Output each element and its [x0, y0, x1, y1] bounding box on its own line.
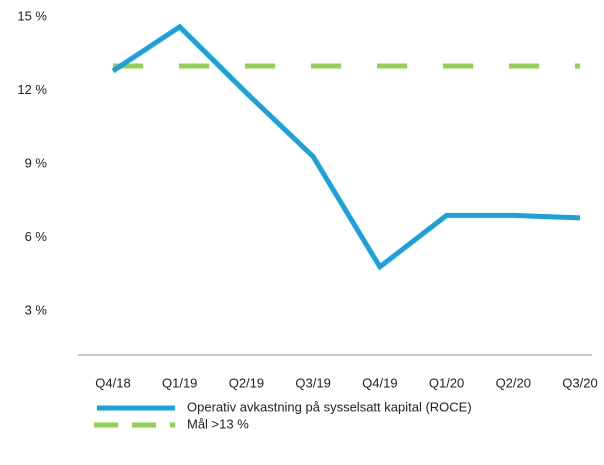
- x-tick-label: Q3/19: [295, 375, 330, 390]
- x-tick-label: Q4/18: [95, 375, 130, 390]
- x-tick-label: Q3/20: [562, 375, 597, 390]
- series-line: [111, 23, 581, 271]
- x-tick-label: Q4/19: [362, 375, 397, 390]
- x-tick-label: Q2/19: [229, 375, 264, 390]
- y-tick-label: 15 %: [17, 8, 47, 23]
- x-tick-label: Q1/19: [162, 375, 197, 390]
- legend-label: Mål >13 %: [187, 416, 249, 431]
- x-tick-label: Q2/20: [496, 375, 531, 390]
- y-tick-label: 12 %: [17, 82, 47, 97]
- y-tick-label: 9 %: [25, 155, 48, 170]
- y-tick-label: 6 %: [25, 229, 48, 244]
- y-tick-label: 3 %: [25, 302, 48, 317]
- x-tick-label: Q1/20: [429, 375, 464, 390]
- legend-label: Operativ avkastning på sysselsatt kapita…: [187, 399, 472, 414]
